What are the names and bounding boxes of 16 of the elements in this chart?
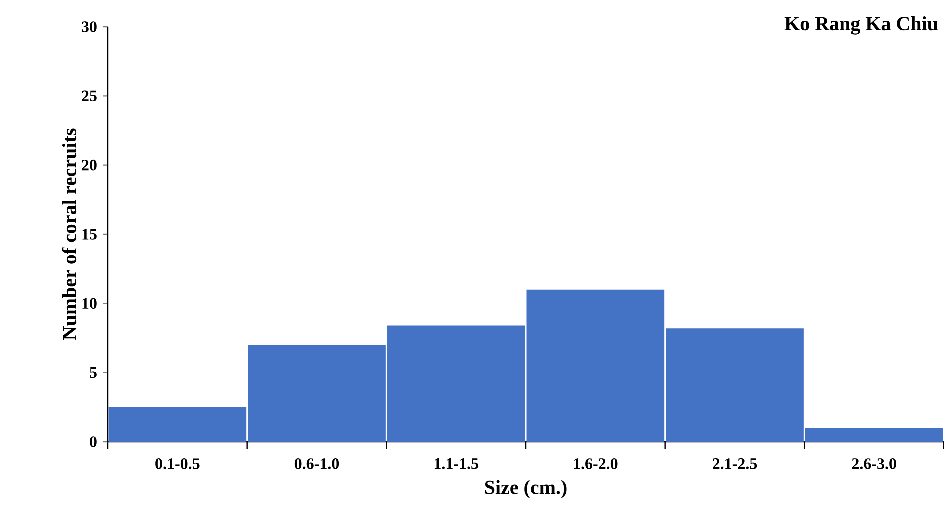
chart-title: Ko Rang Ka Chiu bbox=[784, 16, 938, 35]
y-tick-label: 0 bbox=[90, 436, 97, 448]
y-tick-label: 15 bbox=[82, 229, 97, 240]
y-tick-label: 30 bbox=[82, 22, 97, 32]
x-tick-label: 2.6-3.0 bbox=[852, 458, 896, 470]
y-tick-label: 10 bbox=[82, 298, 97, 310]
y-tick-label: 25 bbox=[82, 90, 97, 102]
y-tick-label: 5 bbox=[90, 368, 97, 378]
x-tick-label: 0.1-0.5 bbox=[156, 458, 200, 470]
x-axis-title: Size (cm.) bbox=[485, 480, 567, 498]
x-tick-label: 1.1-1.5 bbox=[434, 458, 478, 470]
x-tick-label: 1.6-2.0 bbox=[574, 458, 618, 470]
x-tick-label: 0.6-1.0 bbox=[294, 458, 340, 470]
y-tick-label: 20 bbox=[82, 160, 97, 171]
x-tick-label: 2.1-2.5 bbox=[713, 458, 758, 470]
y-axis-title: Number of coral recruits bbox=[62, 128, 77, 340]
